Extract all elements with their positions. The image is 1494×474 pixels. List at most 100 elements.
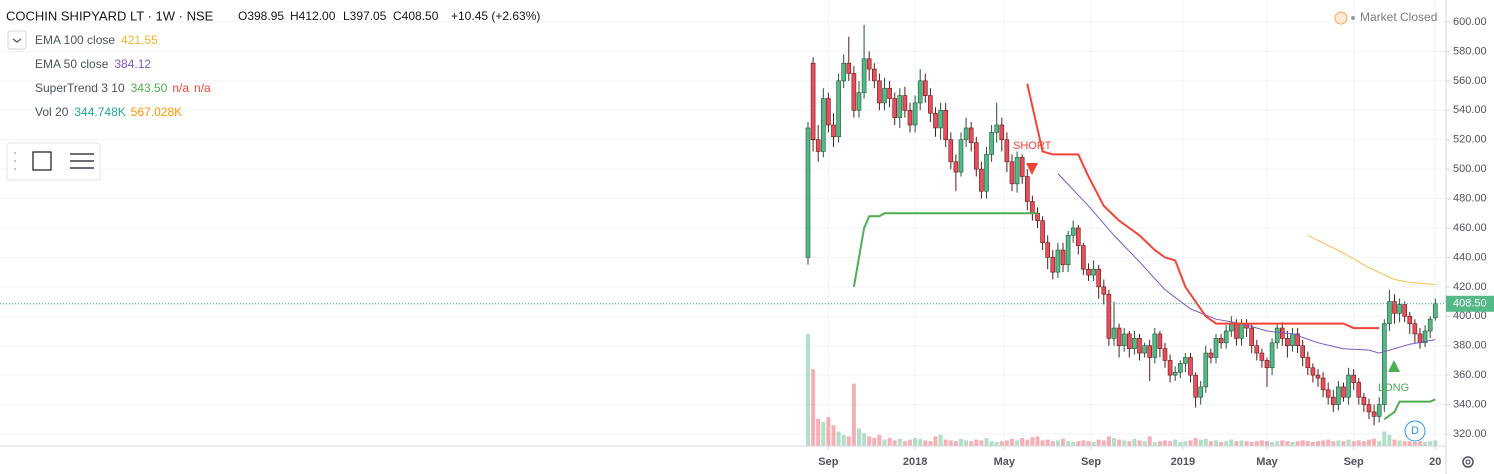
- settings-tool[interactable]: [70, 153, 94, 169]
- candle-body: [1417, 333, 1423, 344]
- y-tick-label: 320.00: [1453, 428, 1487, 440]
- candle-body: [1228, 323, 1234, 332]
- indicator-line: [1383, 398, 1436, 421]
- candle-body: [1004, 139, 1010, 163]
- candle-body: [1366, 404, 1372, 413]
- candle-body: [1157, 333, 1163, 349]
- y-tick-label: 600.00: [1453, 16, 1487, 28]
- gear[interactable]: [1462, 456, 1474, 468]
- volume-bar: [1188, 440, 1193, 446]
- volume-bar: [994, 442, 999, 446]
- y-tick-label: 480.00: [1453, 192, 1487, 204]
- x-tick-label: 20: [1429, 456, 1441, 468]
- y-tick-label: 420.00: [1453, 281, 1487, 293]
- candle-body: [1070, 227, 1076, 236]
- ohlc-value: L397.05: [343, 9, 387, 23]
- volume-bar: [938, 434, 943, 446]
- volume-bar: [1407, 441, 1412, 446]
- candle-body: [1427, 318, 1433, 332]
- volume-bar: [1433, 440, 1438, 446]
- volume-bar: [1045, 439, 1050, 446]
- volume-bar: [948, 440, 953, 446]
- volume-bar: [1198, 439, 1203, 446]
- candle-body: [1091, 268, 1096, 276]
- candle-body: [831, 124, 836, 138]
- volume-bar: [1055, 440, 1060, 446]
- candle-body: [1371, 411, 1377, 417]
- volume-bar: [872, 438, 877, 446]
- volume-bar: [1101, 440, 1106, 446]
- long-arrow: [1388, 360, 1400, 372]
- candle-body: [1213, 338, 1219, 358]
- candle-body: [815, 139, 821, 152]
- candle-body: [1223, 330, 1229, 344]
- y-tick-label: 500.00: [1453, 163, 1487, 175]
- candle-body: [1183, 357, 1188, 364]
- candle-body: [928, 95, 933, 114]
- candle-body: [1259, 352, 1265, 361]
- candle-body: [917, 80, 923, 104]
- volume-bar: [1290, 442, 1295, 446]
- candle-body: [1422, 330, 1428, 344]
- candle-body: [1132, 338, 1137, 349]
- candle-body: [1075, 227, 1081, 246]
- indicator-line: [1307, 234, 1436, 286]
- volume-bar: [1417, 441, 1422, 446]
- candle-body: [1432, 303, 1438, 319]
- candle-body: [1356, 382, 1362, 398]
- volume-bar: [1152, 442, 1157, 446]
- candle-body: [994, 124, 999, 133]
- candle-body: [866, 58, 872, 70]
- y-tick-label: 380.00: [1453, 340, 1487, 352]
- chevron[interactable]: [12, 38, 22, 43]
- indicator-name: Vol 20: [35, 105, 69, 119]
- volume-bar: [969, 441, 974, 446]
- gear-hub[interactable]: [1465, 459, 1471, 465]
- candle-body: [1336, 386, 1341, 405]
- indicator-name: EMA 100 close: [35, 33, 115, 47]
- collapse-button[interactable]: [7, 30, 27, 50]
- candle-body: [1249, 327, 1254, 347]
- candle-body: [948, 139, 954, 163]
- volume-bar: [1122, 440, 1127, 446]
- candle-body: [963, 127, 969, 141]
- volume-bar: [918, 438, 923, 446]
- volume-bar: [1244, 441, 1249, 446]
- candle-body: [1300, 345, 1305, 358]
- y-tick-label: 340.00: [1453, 398, 1487, 410]
- volume-bar: [1030, 437, 1035, 446]
- candle-body: [1203, 352, 1209, 388]
- volume-bar: [1331, 441, 1336, 446]
- volume-bar: [1203, 438, 1208, 446]
- candle-body: [1147, 345, 1152, 358]
- volume-bar: [999, 441, 1004, 446]
- volume-bar: [902, 441, 907, 446]
- settings-icon[interactable]: [1462, 456, 1474, 468]
- candle-body: [841, 62, 846, 82]
- volume-bar: [1208, 441, 1213, 446]
- volume-bar: [1326, 439, 1331, 446]
- candle-body: [1218, 338, 1224, 344]
- status-icon[interactable]: [1334, 11, 1348, 25]
- candle-body: [1290, 333, 1295, 347]
- grip: [14, 168, 16, 170]
- candle-body: [1137, 338, 1142, 354]
- grid: [0, 0, 1446, 446]
- grip: [14, 160, 16, 162]
- volume-bar: [877, 434, 882, 446]
- indicator-value: 343.50: [131, 81, 168, 95]
- rectangle-tool[interactable]: [32, 151, 52, 171]
- volume-bar: [1264, 441, 1269, 446]
- volume-bar: [1361, 441, 1366, 446]
- drawing-toolbar: [6, 142, 101, 181]
- candle-body: [1121, 333, 1127, 347]
- candle-body: [1101, 286, 1107, 295]
- candle-body: [871, 68, 877, 82]
- volume-bar: [1050, 441, 1055, 446]
- y-tick-label: 360.00: [1453, 369, 1487, 381]
- volume-bar: [1392, 439, 1397, 446]
- candle-body: [1351, 374, 1356, 383]
- candle-body: [1234, 323, 1239, 339]
- volume-bar: [1423, 442, 1428, 446]
